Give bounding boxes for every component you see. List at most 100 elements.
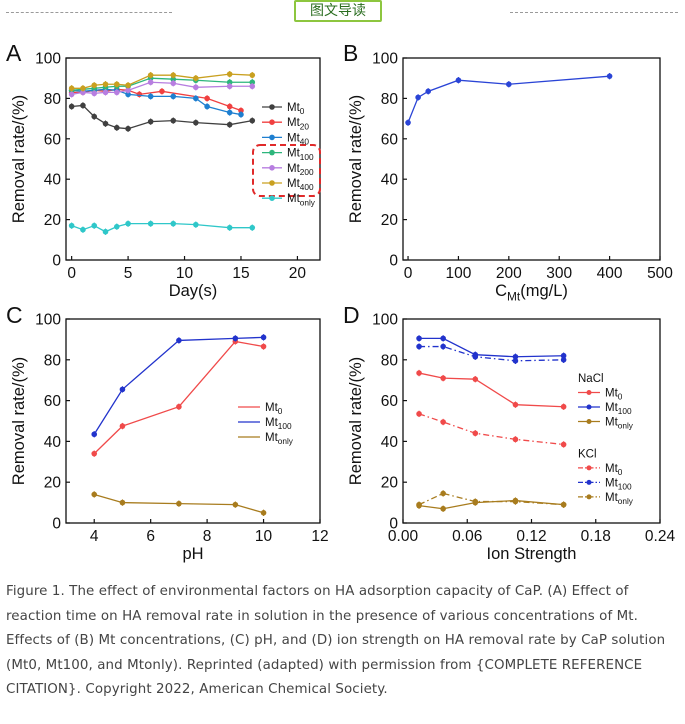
data-point	[415, 94, 421, 101]
legend-label: Mtonly	[605, 492, 634, 506]
data-point	[506, 81, 512, 88]
data-point	[91, 450, 98, 457]
data-point	[560, 357, 567, 363]
data-point	[68, 103, 75, 110]
data-point	[512, 436, 519, 443]
legend-label: Mt100	[265, 417, 292, 431]
x-tick-label: 300	[546, 265, 572, 282]
y-tick-label: 0	[389, 516, 398, 533]
data-point	[606, 73, 613, 79]
data-point	[512, 401, 519, 408]
data-point	[440, 419, 446, 425]
series-mtonly-kcl	[416, 490, 567, 508]
y-axis-label: Removal rate/(%)	[347, 357, 365, 485]
series-line	[419, 345, 564, 362]
data-point	[440, 490, 446, 497]
highlight-box	[252, 144, 321, 197]
series-line	[407, 75, 610, 123]
data-point	[102, 228, 109, 235]
data-point	[114, 81, 120, 88]
x-tick-label: 5	[124, 265, 133, 282]
legend-label: Mt0	[287, 102, 305, 116]
plot-frame	[402, 57, 661, 261]
y-tick-label: 100	[35, 51, 61, 68]
series-mt100	[416, 335, 567, 360]
legend-label: Mtonly	[287, 193, 316, 207]
x-tick-label: 10	[255, 528, 273, 545]
section-tag: 图文导读	[294, 0, 382, 22]
data-point	[170, 220, 177, 227]
data-point	[204, 95, 210, 102]
x-tick-label: 0	[404, 265, 413, 282]
x-tick-label: 0.18	[581, 528, 611, 545]
data-point	[125, 87, 131, 94]
legend-label: Mt100	[605, 402, 632, 416]
y-tick-label: 0	[52, 253, 61, 270]
data-point	[125, 125, 131, 132]
series-mtonly	[91, 491, 267, 516]
data-point	[68, 222, 75, 229]
series-mt200	[68, 79, 256, 98]
data-point	[249, 83, 256, 90]
data-point	[170, 72, 177, 78]
data-point	[193, 221, 199, 228]
y-tick-label: 80	[381, 91, 399, 108]
data-point	[193, 75, 199, 81]
data-point	[512, 358, 519, 364]
y-tick-label: 20	[381, 212, 399, 229]
data-point	[472, 430, 479, 437]
divider-right	[510, 12, 678, 13]
legend-marker	[269, 134, 275, 141]
series-line	[93, 336, 264, 435]
data-point	[147, 93, 154, 100]
legend-marker	[586, 390, 592, 395]
y-tick-label: 20	[44, 212, 62, 229]
data-point	[170, 80, 177, 87]
legend-marker	[269, 119, 275, 125]
data-point	[226, 79, 233, 86]
series-mt100-kcl	[416, 343, 567, 365]
divider-left	[6, 12, 172, 13]
legend-label: Mtonly	[265, 432, 294, 446]
x-axis-label: Day(s)	[169, 282, 218, 300]
plot-frame	[65, 318, 321, 524]
data-point	[249, 224, 256, 231]
data-point	[238, 107, 244, 114]
data-point	[226, 224, 233, 231]
legend-marker	[586, 419, 592, 424]
legend-marker	[269, 195, 275, 201]
data-point	[193, 95, 199, 102]
data-point	[170, 117, 177, 124]
data-point	[512, 353, 519, 360]
data-point	[159, 88, 165, 95]
data-point	[472, 353, 479, 360]
x-tick-label: 400	[597, 265, 623, 282]
panel-letter: A	[6, 40, 22, 66]
data-point	[68, 85, 75, 92]
x-tick-label: 0.24	[645, 528, 676, 545]
data-point	[68, 91, 75, 98]
data-point	[91, 82, 98, 89]
data-point	[170, 76, 177, 83]
panel-c: C 0 20 40 60 80 100 4 6 8 10 12 Removal rate/(%) pH Mt…	[6, 302, 329, 563]
series-line	[418, 492, 564, 506]
y-tick-label: 60	[44, 131, 62, 148]
data-point	[147, 72, 154, 78]
data-point	[147, 79, 154, 86]
y-tick-label: 40	[44, 172, 62, 189]
data-point	[119, 386, 126, 393]
data-point	[560, 441, 567, 448]
x-tick-label: 0.12	[516, 528, 546, 545]
series-line	[71, 104, 253, 130]
legend-marker	[269, 149, 275, 156]
data-point	[226, 121, 233, 128]
legend-marker	[269, 104, 275, 110]
data-point	[226, 103, 233, 110]
y-tick-label: 20	[44, 475, 62, 492]
x-tick-label: 15	[232, 265, 249, 282]
x-tick-label: 20	[289, 265, 307, 282]
y-tick-label: 80	[44, 91, 62, 108]
x-axis-label: CMt(mg/L)	[495, 282, 568, 304]
data-point	[114, 124, 120, 131]
legend-label: Mt0	[605, 388, 623, 402]
